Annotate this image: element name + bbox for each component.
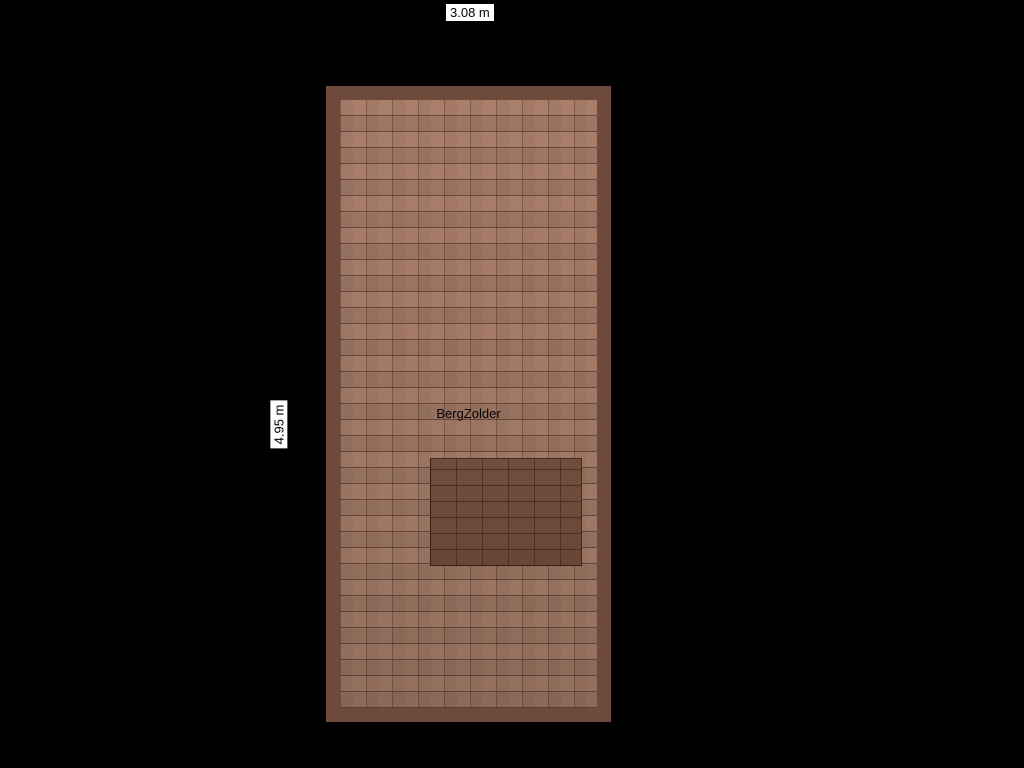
dimension-height-label: 4.95 m — [270, 401, 287, 449]
floorplan-canvas: 3.08 m 4.95 m BergZolder — [0, 0, 1024, 768]
roof-tile-pattern — [340, 100, 597, 708]
roof-hatch — [430, 458, 582, 566]
roof-surface: BergZolder — [340, 100, 597, 708]
dimension-width-label: 3.08 m — [446, 4, 494, 21]
